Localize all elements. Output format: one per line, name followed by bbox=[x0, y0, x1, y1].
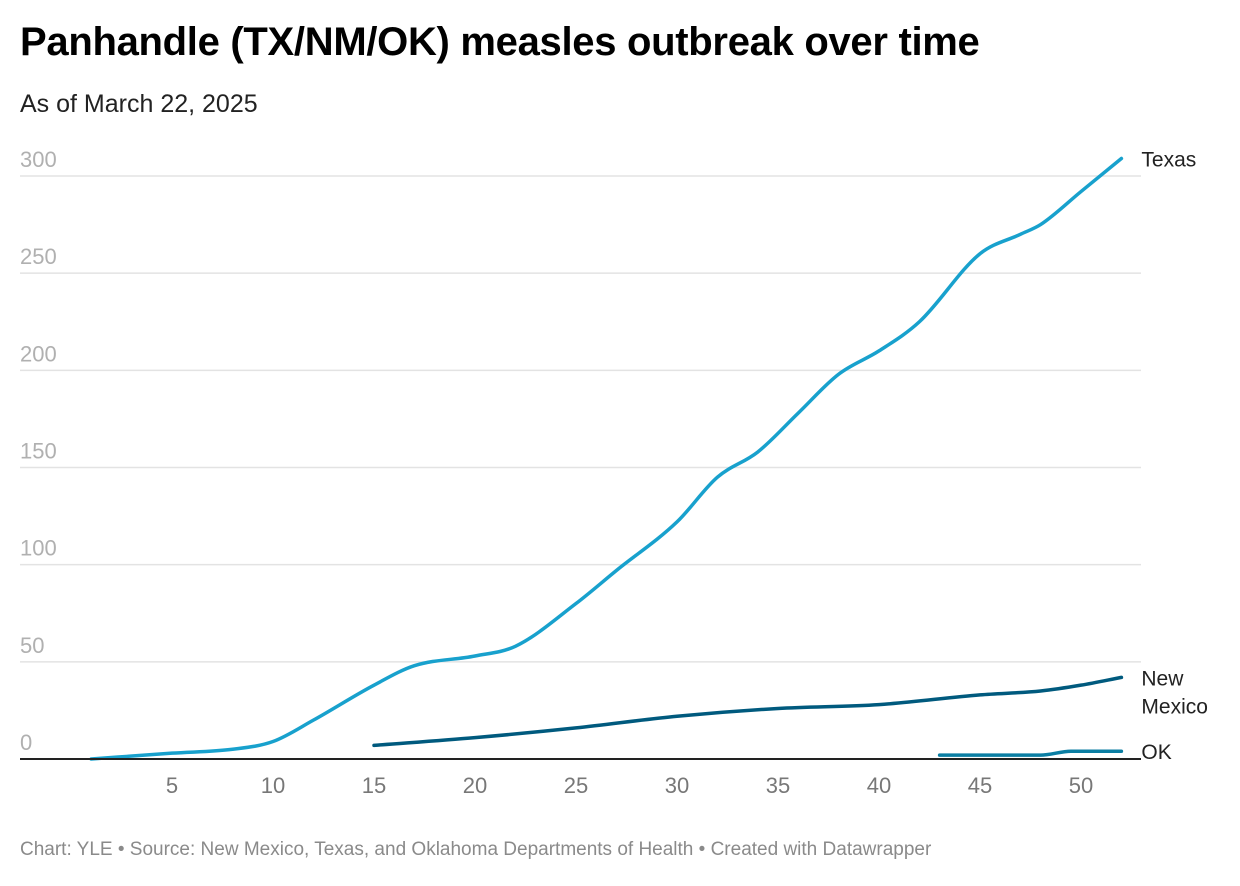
series-label-new-mexico: Mexico bbox=[1141, 695, 1208, 718]
x-tick-label: 25 bbox=[564, 773, 588, 798]
y-tick-label: 150 bbox=[20, 439, 57, 464]
y-tick-label: 200 bbox=[20, 341, 57, 366]
x-tick-label: 40 bbox=[867, 773, 891, 798]
x-tick-label: 50 bbox=[1069, 773, 1093, 798]
y-tick-label: 300 bbox=[20, 147, 57, 172]
x-tick-label: 20 bbox=[463, 773, 487, 798]
series-line-texas bbox=[89, 156, 1124, 761]
chart-footer: Chart: YLE • Source: New Mexico, Texas, … bbox=[20, 839, 932, 860]
x-tick-label: 45 bbox=[968, 773, 992, 798]
chart-subtitle: As of March 22, 2025 bbox=[20, 90, 258, 118]
x-tick-label: 15 bbox=[362, 773, 386, 798]
x-tick-label: 10 bbox=[261, 773, 285, 798]
y-tick-label: 100 bbox=[20, 536, 57, 561]
x-tick-label: 35 bbox=[766, 773, 790, 798]
series-line-new-mexico bbox=[372, 675, 1124, 748]
line-chart: 0 50 100 150 200 250 300 5 10 15 20 25 30 35 40 45 50 Tex… bbox=[20, 147, 1208, 798]
y-tick-label: 0 bbox=[20, 730, 32, 755]
series-label-texas: Texas bbox=[1141, 149, 1196, 172]
y-tick-label: 250 bbox=[20, 244, 57, 269]
x-tick-label: 5 bbox=[166, 773, 178, 798]
chart-title: Panhandle (TX/NM/OK) measles outbreak ov… bbox=[20, 20, 980, 64]
series-label-ok: OK bbox=[1141, 741, 1171, 764]
series-line-ok bbox=[937, 749, 1124, 757]
series-label-new-mexico: New bbox=[1141, 667, 1184, 690]
y-tick-label: 50 bbox=[20, 633, 44, 658]
x-tick-label: 30 bbox=[665, 773, 689, 798]
